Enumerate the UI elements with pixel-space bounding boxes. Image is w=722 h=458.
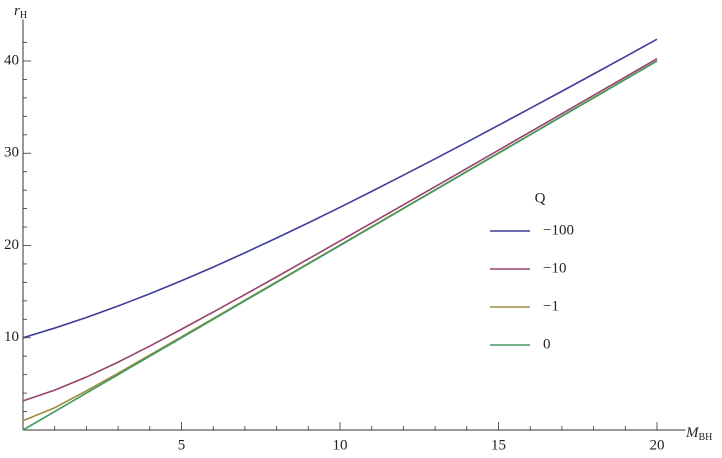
series-line [22,38,658,339]
xlabel-label-main: M [685,425,700,441]
legend-label: −10 [543,260,566,276]
ylabel-label: rH [14,3,27,21]
x-tick-label: 20 [650,437,665,453]
y-tick-label: 30 [4,145,19,161]
legend-title: Q [535,190,546,206]
y-tick-label: 40 [4,52,19,68]
legend-label: −100 [543,222,574,238]
y-tick-label: 20 [4,237,19,253]
ylabel-label-main: r [14,3,20,19]
legend-label: 0 [543,336,551,352]
series-line [22,58,658,402]
xlabel-label: MBH [685,425,712,443]
series-line [22,60,658,431]
ylabel-label-sub: H [20,10,27,21]
x-tick-label: 15 [491,437,506,453]
legend-label: −1 [543,298,559,314]
xlabel-label-sub: BH [699,432,713,443]
x-tick-label: 10 [333,437,348,453]
x-tick-label: 5 [178,437,186,453]
y-tick-label: 10 [4,329,19,345]
